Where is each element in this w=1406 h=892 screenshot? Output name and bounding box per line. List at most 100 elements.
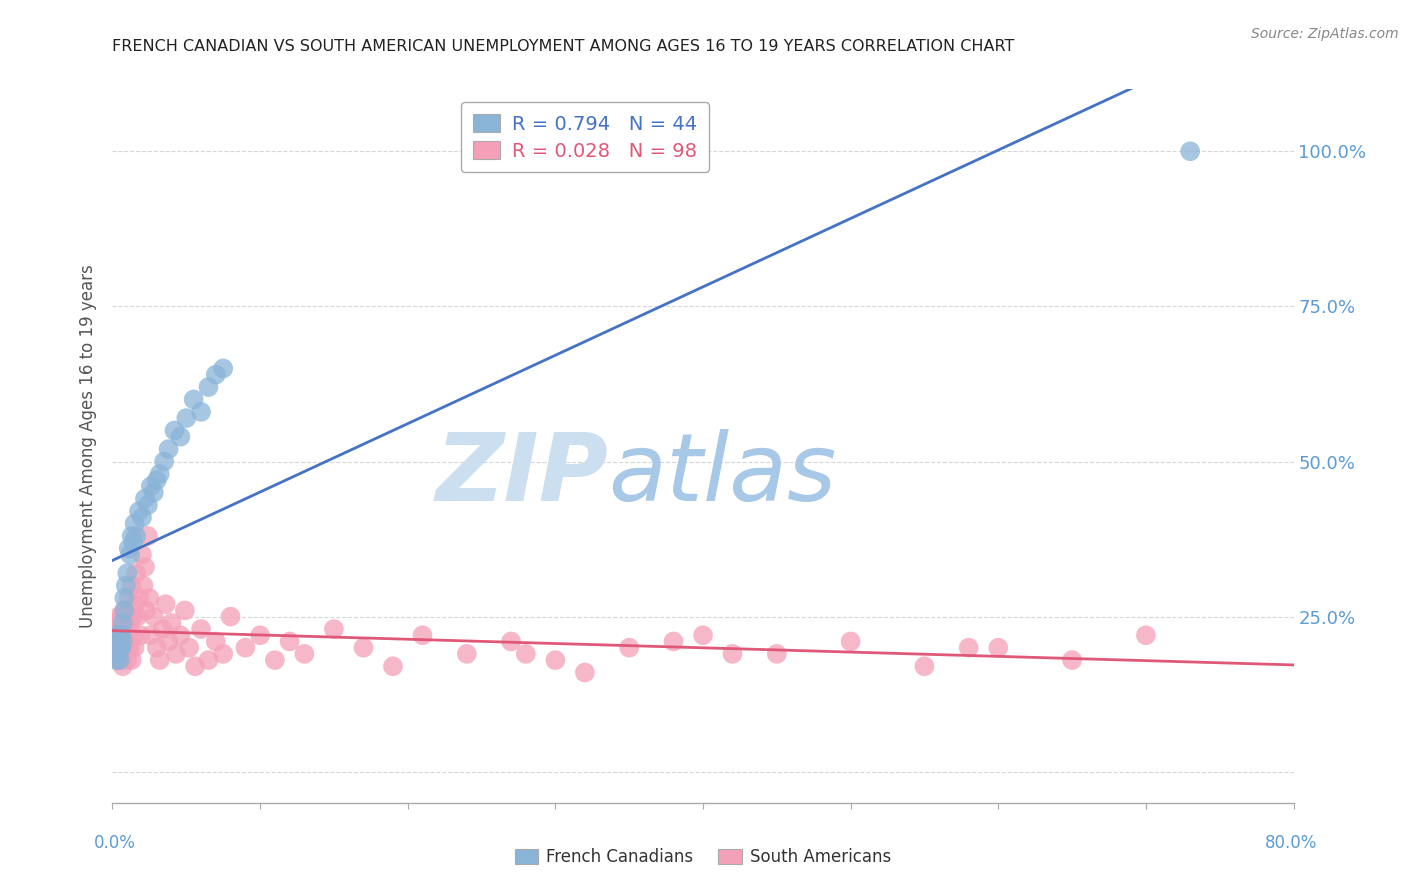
Point — [107, 647, 129, 661]
Legend: R = 0.794   N = 44, R = 0.028   N = 98: R = 0.794 N = 44, R = 0.028 N = 98 — [461, 103, 709, 172]
Point — [110, 609, 132, 624]
Point — [118, 628, 141, 642]
Point — [110, 640, 132, 655]
Point — [114, 579, 136, 593]
Point — [957, 640, 980, 655]
Point — [105, 653, 128, 667]
Point — [107, 647, 129, 661]
Point — [411, 628, 433, 642]
Point — [160, 615, 183, 630]
Point — [117, 640, 138, 655]
Point — [107, 634, 129, 648]
Text: ZIP: ZIP — [436, 428, 609, 521]
Point — [111, 640, 134, 655]
Point — [107, 628, 129, 642]
Point — [112, 603, 135, 617]
Point — [249, 628, 271, 642]
Point — [173, 603, 195, 617]
Point — [108, 628, 131, 642]
Text: Source: ZipAtlas.com: Source: ZipAtlas.com — [1251, 27, 1399, 41]
Point — [205, 634, 228, 648]
Point — [515, 647, 537, 661]
Text: 0.0%: 0.0% — [94, 834, 136, 852]
Point — [103, 640, 125, 655]
Point — [163, 424, 186, 438]
Point — [105, 634, 128, 648]
Point — [127, 609, 149, 624]
Point — [131, 510, 153, 524]
Point — [134, 491, 156, 506]
Legend: French Canadians, South Americans: French Canadians, South Americans — [506, 840, 900, 875]
Point — [139, 479, 162, 493]
Point — [135, 603, 157, 617]
Point — [174, 411, 197, 425]
Point — [352, 640, 374, 655]
Point — [692, 628, 714, 642]
Point — [152, 622, 174, 636]
Point — [117, 653, 138, 667]
Point — [129, 628, 152, 642]
Point — [197, 653, 219, 667]
Point — [124, 640, 146, 655]
Point — [111, 615, 134, 630]
Y-axis label: Unemployment Among Ages 16 to 19 years: Unemployment Among Ages 16 to 19 years — [79, 264, 97, 628]
Point — [179, 640, 201, 655]
Point — [105, 615, 128, 630]
Point — [118, 591, 141, 605]
Point — [108, 640, 131, 655]
Point — [987, 640, 1010, 655]
Point — [157, 634, 180, 648]
Point — [117, 566, 138, 581]
Point — [118, 541, 141, 556]
Point — [110, 647, 132, 661]
Point — [146, 473, 169, 487]
Point — [110, 622, 132, 636]
Point — [110, 628, 132, 642]
Point — [146, 640, 169, 655]
Point — [111, 615, 134, 630]
Point — [153, 454, 176, 468]
Point — [111, 659, 134, 673]
Point — [278, 634, 301, 648]
Point — [219, 609, 242, 624]
Point — [103, 640, 125, 655]
Point — [112, 628, 135, 642]
Point — [114, 634, 136, 648]
Point — [122, 609, 145, 624]
Point — [190, 622, 212, 636]
Point — [120, 548, 142, 562]
Point — [574, 665, 596, 680]
Point — [114, 622, 136, 636]
Point — [205, 368, 228, 382]
Point — [122, 628, 145, 642]
Point — [121, 579, 143, 593]
Point — [107, 622, 129, 636]
Point — [544, 653, 567, 667]
Point — [105, 640, 128, 655]
Point — [382, 659, 405, 673]
Point — [105, 628, 128, 642]
Point — [212, 647, 235, 661]
Point — [105, 640, 128, 655]
Point — [104, 647, 127, 661]
Point — [104, 622, 127, 636]
Point — [122, 535, 145, 549]
Point — [169, 430, 191, 444]
Point — [124, 516, 146, 531]
Point — [107, 609, 129, 624]
Point — [169, 628, 191, 642]
Point — [323, 622, 346, 636]
Point — [132, 579, 155, 593]
Point — [264, 653, 287, 667]
Point — [108, 640, 131, 655]
Point — [120, 615, 142, 630]
Point — [149, 653, 172, 667]
Point — [105, 653, 128, 667]
Point — [128, 591, 150, 605]
Point — [131, 548, 153, 562]
Point — [104, 640, 127, 655]
Point — [662, 634, 685, 648]
Point — [1178, 145, 1201, 159]
Point — [108, 653, 131, 667]
Point — [766, 647, 789, 661]
